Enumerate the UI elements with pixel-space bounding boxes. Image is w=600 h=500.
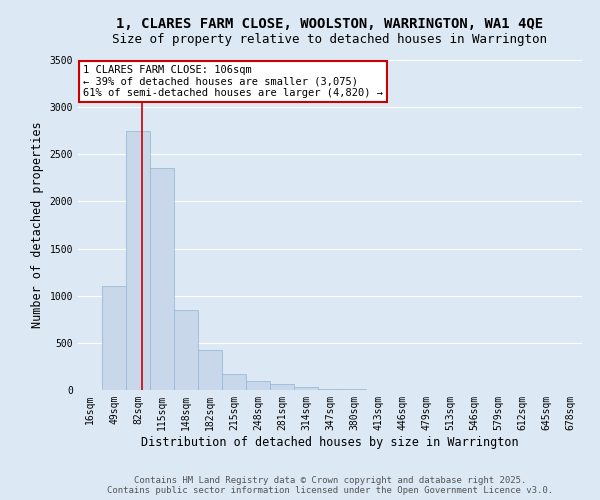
Y-axis label: Number of detached properties: Number of detached properties	[31, 122, 44, 328]
Bar	[198, 350, 222, 390]
Bar	[270, 384, 294, 390]
Text: Size of property relative to detached houses in Warrington: Size of property relative to detached ho…	[113, 32, 548, 46]
Bar	[150, 168, 174, 390]
Text: Contains HM Land Registry data © Crown copyright and database right 2025.
Contai: Contains HM Land Registry data © Crown c…	[107, 476, 553, 495]
Text: 1 CLARES FARM CLOSE: 106sqm
← 39% of detached houses are smaller (3,075)
61% of : 1 CLARES FARM CLOSE: 106sqm ← 39% of det…	[83, 65, 383, 98]
Bar	[102, 286, 126, 390]
Bar	[174, 310, 198, 390]
Bar	[126, 130, 150, 390]
Bar	[222, 374, 246, 390]
Bar	[246, 380, 270, 390]
Bar	[294, 388, 318, 390]
Text: 1, CLARES FARM CLOSE, WOOLSTON, WARRINGTON, WA1 4QE: 1, CLARES FARM CLOSE, WOOLSTON, WARRINGT…	[116, 18, 544, 32]
X-axis label: Distribution of detached houses by size in Warrington: Distribution of detached houses by size …	[141, 436, 519, 448]
Bar	[318, 388, 342, 390]
